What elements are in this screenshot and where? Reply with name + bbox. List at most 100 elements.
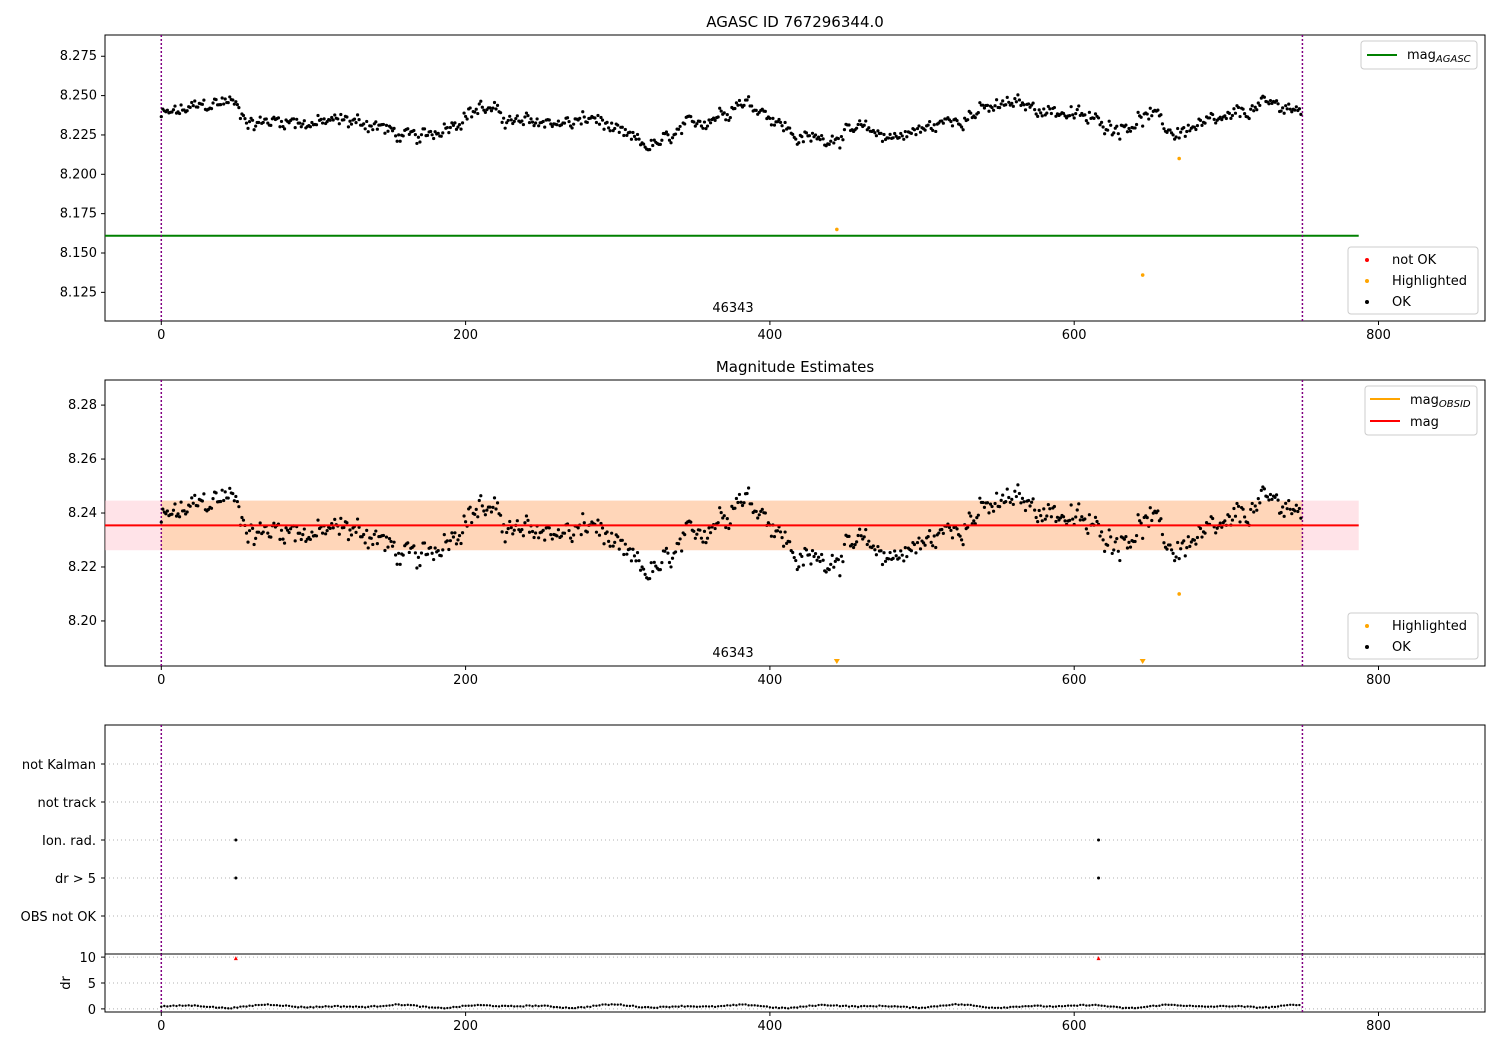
dr-point	[872, 1005, 875, 1008]
ok-point	[858, 119, 862, 123]
ok-point	[695, 122, 699, 126]
dr-point	[1179, 1004, 1182, 1007]
ok-point	[713, 118, 717, 122]
dr-point	[1191, 1004, 1195, 1008]
ok-point	[1077, 104, 1081, 108]
ok-point	[252, 128, 256, 132]
ok-point	[322, 117, 326, 121]
ok-point	[635, 551, 640, 555]
ok-point	[468, 106, 472, 110]
ok-point	[1092, 116, 1096, 121]
ok-point	[316, 113, 320, 118]
ok-point	[1095, 519, 1099, 524]
dr-point	[367, 1005, 370, 1009]
dr-point	[1243, 1005, 1246, 1009]
ok-point	[460, 531, 465, 535]
dr-point	[1069, 1004, 1073, 1007]
ok-point	[722, 514, 726, 518]
dr-point	[875, 1005, 878, 1008]
dr-point	[482, 1003, 486, 1007]
ok-point	[556, 528, 561, 532]
ok-point	[836, 558, 840, 562]
dr-point	[205, 1005, 209, 1009]
ok-point	[1211, 516, 1215, 521]
ok-point	[570, 539, 574, 544]
dr-point	[920, 1006, 924, 1009]
ok-point	[171, 508, 176, 512]
legend-label-not-ok: not OK	[1392, 253, 1437, 268]
ok-point	[1023, 108, 1028, 112]
dr-point	[1094, 1003, 1097, 1007]
ok-point	[384, 535, 389, 539]
dr-point	[169, 1004, 172, 1008]
ok-point	[456, 125, 460, 129]
ok-point	[177, 515, 182, 519]
ok-point	[707, 526, 711, 530]
ok-point	[1014, 100, 1018, 104]
ok-point	[1287, 102, 1291, 106]
dr-point	[1249, 1005, 1252, 1008]
ok-point	[1103, 132, 1107, 136]
dr-point	[290, 1005, 294, 1008]
ok-point	[348, 119, 352, 123]
dr-point	[236, 1006, 239, 1009]
ok-point	[1026, 102, 1031, 106]
ok-point	[1165, 130, 1169, 134]
ok-point	[611, 544, 615, 548]
ok-point	[173, 502, 177, 506]
ok-point	[533, 531, 538, 535]
dr-point	[911, 1005, 915, 1009]
ok-point	[1285, 107, 1289, 111]
ok-point	[1109, 535, 1113, 539]
dr-point	[1091, 1003, 1094, 1007]
dr-point	[223, 1006, 227, 1010]
ok-point	[477, 102, 481, 106]
ok-point	[824, 570, 828, 574]
ok-point	[1224, 116, 1228, 121]
ok-point	[285, 528, 290, 532]
dr-point	[449, 1006, 452, 1009]
ok-point	[698, 119, 702, 123]
ok-point	[235, 499, 239, 504]
dr-point	[1024, 1004, 1027, 1008]
ok-point	[328, 118, 332, 122]
panel-agasc: AGASC ID 767296344.0 8.125 8.150 8.175 8.20…	[60, 13, 1486, 343]
ok-point	[1008, 500, 1012, 505]
ok-point	[543, 125, 547, 129]
ok-point	[716, 521, 720, 525]
ok-point	[909, 549, 913, 553]
ok-point	[302, 119, 306, 123]
ok-point	[445, 125, 449, 130]
dr-point	[424, 1005, 428, 1008]
ok-point	[649, 138, 653, 142]
dr-point	[686, 1005, 689, 1008]
dr-point	[829, 1004, 832, 1007]
ok-point	[600, 118, 605, 122]
ok-point	[708, 121, 713, 125]
ok-point	[398, 139, 402, 143]
ok-point	[794, 558, 798, 563]
ok-point	[470, 115, 474, 119]
ok-point	[292, 117, 296, 121]
dr-point	[455, 1005, 458, 1009]
dr-point	[254, 1003, 257, 1007]
ok-point	[1297, 506, 1301, 511]
dr-point	[665, 1005, 668, 1009]
ok-point	[1128, 129, 1133, 133]
dr-point	[972, 1004, 975, 1007]
ok-point	[333, 113, 337, 117]
ok-point	[582, 115, 586, 119]
ok-point	[1004, 500, 1008, 504]
ok-point	[1211, 112, 1215, 117]
ok-point	[474, 507, 478, 511]
ok-point	[1022, 103, 1026, 107]
ok-point	[1179, 547, 1183, 551]
ok-point	[416, 135, 421, 139]
ok-point	[651, 143, 655, 148]
ok-point	[593, 116, 597, 120]
ok-point	[1055, 515, 1060, 519]
ok-point	[533, 121, 538, 125]
ok-point	[941, 121, 945, 125]
ok-point	[430, 133, 434, 137]
ok-point	[495, 501, 500, 505]
